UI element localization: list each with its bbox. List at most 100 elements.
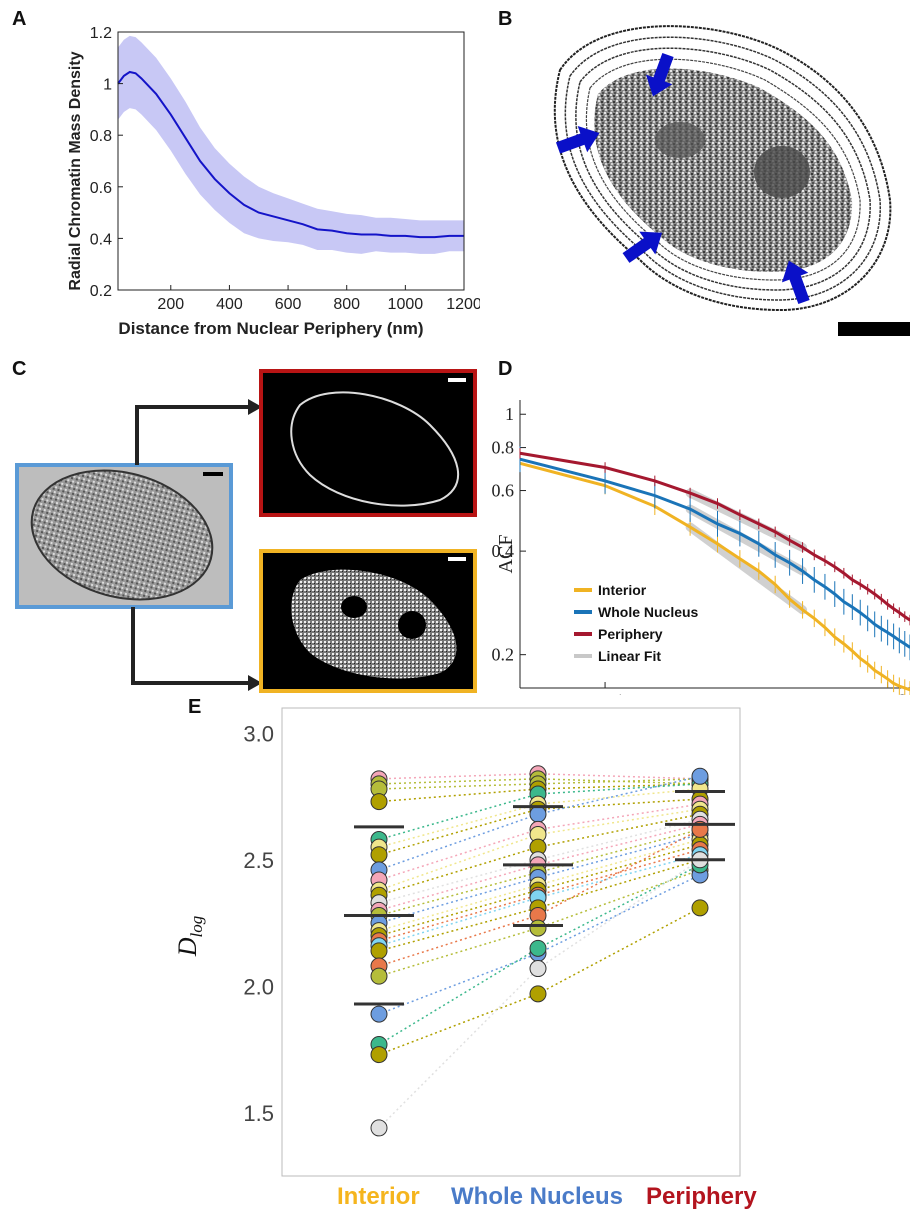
connector-line xyxy=(378,833,539,891)
data-point xyxy=(529,985,547,1003)
connector-line xyxy=(537,869,701,929)
connector-line xyxy=(537,788,701,805)
x-axis-label: Distance from Nuclear Periphery (nm) xyxy=(118,319,423,338)
x-tick-label: 800 xyxy=(333,296,360,313)
y-tick-label: 1 xyxy=(103,77,112,94)
y-tick-label: 0.4 xyxy=(492,541,515,561)
scale-bar xyxy=(448,378,466,382)
y-axis-label: Radial Chromatin Mass Density xyxy=(67,51,84,290)
y-tick-label: 1 xyxy=(505,404,514,424)
legend-label: Whole Nucleus xyxy=(598,604,699,620)
data-point xyxy=(370,1046,388,1064)
y-tick-label: 0.2 xyxy=(492,645,515,665)
y-axis-label: Dlog xyxy=(173,916,206,958)
confidence-band xyxy=(118,35,464,254)
connector-line xyxy=(378,778,539,785)
chart-a: 0.2 0.4 0.6 0.8 1 1.2 200 400 600 800 1000 1200 Dist… xyxy=(67,25,480,338)
connector-line xyxy=(537,859,701,970)
y-tick-label: 0.6 xyxy=(492,481,515,501)
arrowhead-icon xyxy=(248,675,262,691)
data-point xyxy=(370,793,388,811)
arrow-icon xyxy=(622,231,663,263)
nucleus-interior xyxy=(594,68,853,273)
connector-line xyxy=(378,968,539,1129)
y-tick-label: 0.8 xyxy=(492,438,515,458)
nucleolus-hole xyxy=(341,596,367,618)
legend-label: Periphery xyxy=(598,626,663,642)
nucleolus-1 xyxy=(655,122,705,158)
periphery-shells xyxy=(553,25,892,312)
arrow-icon xyxy=(555,125,600,154)
panel-label-e: E xyxy=(188,696,202,718)
connector-line xyxy=(537,783,701,790)
y-tick-label: 0.8 xyxy=(90,128,112,145)
connector-line xyxy=(537,773,701,780)
connector-line xyxy=(378,773,539,780)
panel-label-d: D xyxy=(498,358,513,380)
arrowhead-icon xyxy=(248,399,262,415)
x-tick-exponent: 2 xyxy=(900,691,906,695)
panel-label-a: A xyxy=(12,8,27,30)
x-tick-label: 1000 xyxy=(388,296,424,313)
connector-line xyxy=(537,864,701,949)
data-point xyxy=(529,805,547,823)
connector-line xyxy=(537,874,701,955)
arrow-to-interior xyxy=(131,607,248,685)
scale-bar xyxy=(203,472,223,476)
connector-line xyxy=(378,927,539,977)
data-point xyxy=(370,1005,388,1023)
scale-bar xyxy=(838,322,910,336)
connector-line xyxy=(378,894,539,942)
chart-e: 1.5 2.0 2.5 3.0 Dlog xyxy=(173,707,741,1177)
y-tick-label: 3.0 xyxy=(243,721,274,746)
y-tick-label: 0.2 xyxy=(90,283,112,300)
panel-label-b: B xyxy=(498,8,513,30)
data-point xyxy=(370,846,388,864)
linear-fit-line xyxy=(685,522,808,615)
y-tick-label: 0.4 xyxy=(90,231,112,248)
connector-line xyxy=(537,778,701,785)
connector-line xyxy=(537,843,701,891)
connector-line xyxy=(537,803,701,831)
connector-line xyxy=(537,828,701,917)
connector-line xyxy=(378,889,539,937)
connector-line xyxy=(378,788,539,803)
connector-line xyxy=(537,859,701,909)
x-tick-exponent: 1 xyxy=(617,691,623,695)
connector-line xyxy=(378,947,539,1046)
connector-line xyxy=(537,798,701,810)
connector-line xyxy=(537,907,701,995)
data-point xyxy=(691,767,709,785)
category-label-periphery: Periphery xyxy=(646,1183,757,1210)
x-tick-label: 600 xyxy=(275,296,302,313)
x-tick-label: 400 xyxy=(216,296,243,313)
em-nucleus-image xyxy=(553,25,910,336)
data-point xyxy=(691,899,709,917)
legend-label: Interior xyxy=(598,582,647,598)
interior-region xyxy=(291,569,457,679)
category-label-whole-nucleus: Whole Nucleus xyxy=(451,1183,624,1210)
x-tick-label: 200 xyxy=(157,296,184,313)
data-point xyxy=(370,942,388,960)
connector-line xyxy=(378,993,539,1056)
periphery-outline xyxy=(290,391,459,507)
panel-label-c: C xyxy=(12,358,27,380)
data-point xyxy=(370,967,388,985)
series-line xyxy=(519,461,910,692)
data-point xyxy=(529,960,547,978)
y-axis-label: ACF xyxy=(495,535,517,574)
nucleolus-hole xyxy=(398,611,426,639)
connector-line xyxy=(537,808,701,836)
series-line xyxy=(519,457,910,649)
arrow-icon xyxy=(645,52,674,97)
scale-bar xyxy=(448,557,466,561)
series-line xyxy=(117,70,464,239)
connector-line xyxy=(537,838,701,886)
connector-line xyxy=(378,813,539,871)
nucleolus-2 xyxy=(754,146,810,198)
segmentation-diagram xyxy=(15,369,477,693)
arrow-icon xyxy=(781,260,810,305)
connector-line xyxy=(537,848,701,896)
data-point xyxy=(370,1119,388,1137)
y-tick-label: 2.5 xyxy=(243,848,274,873)
